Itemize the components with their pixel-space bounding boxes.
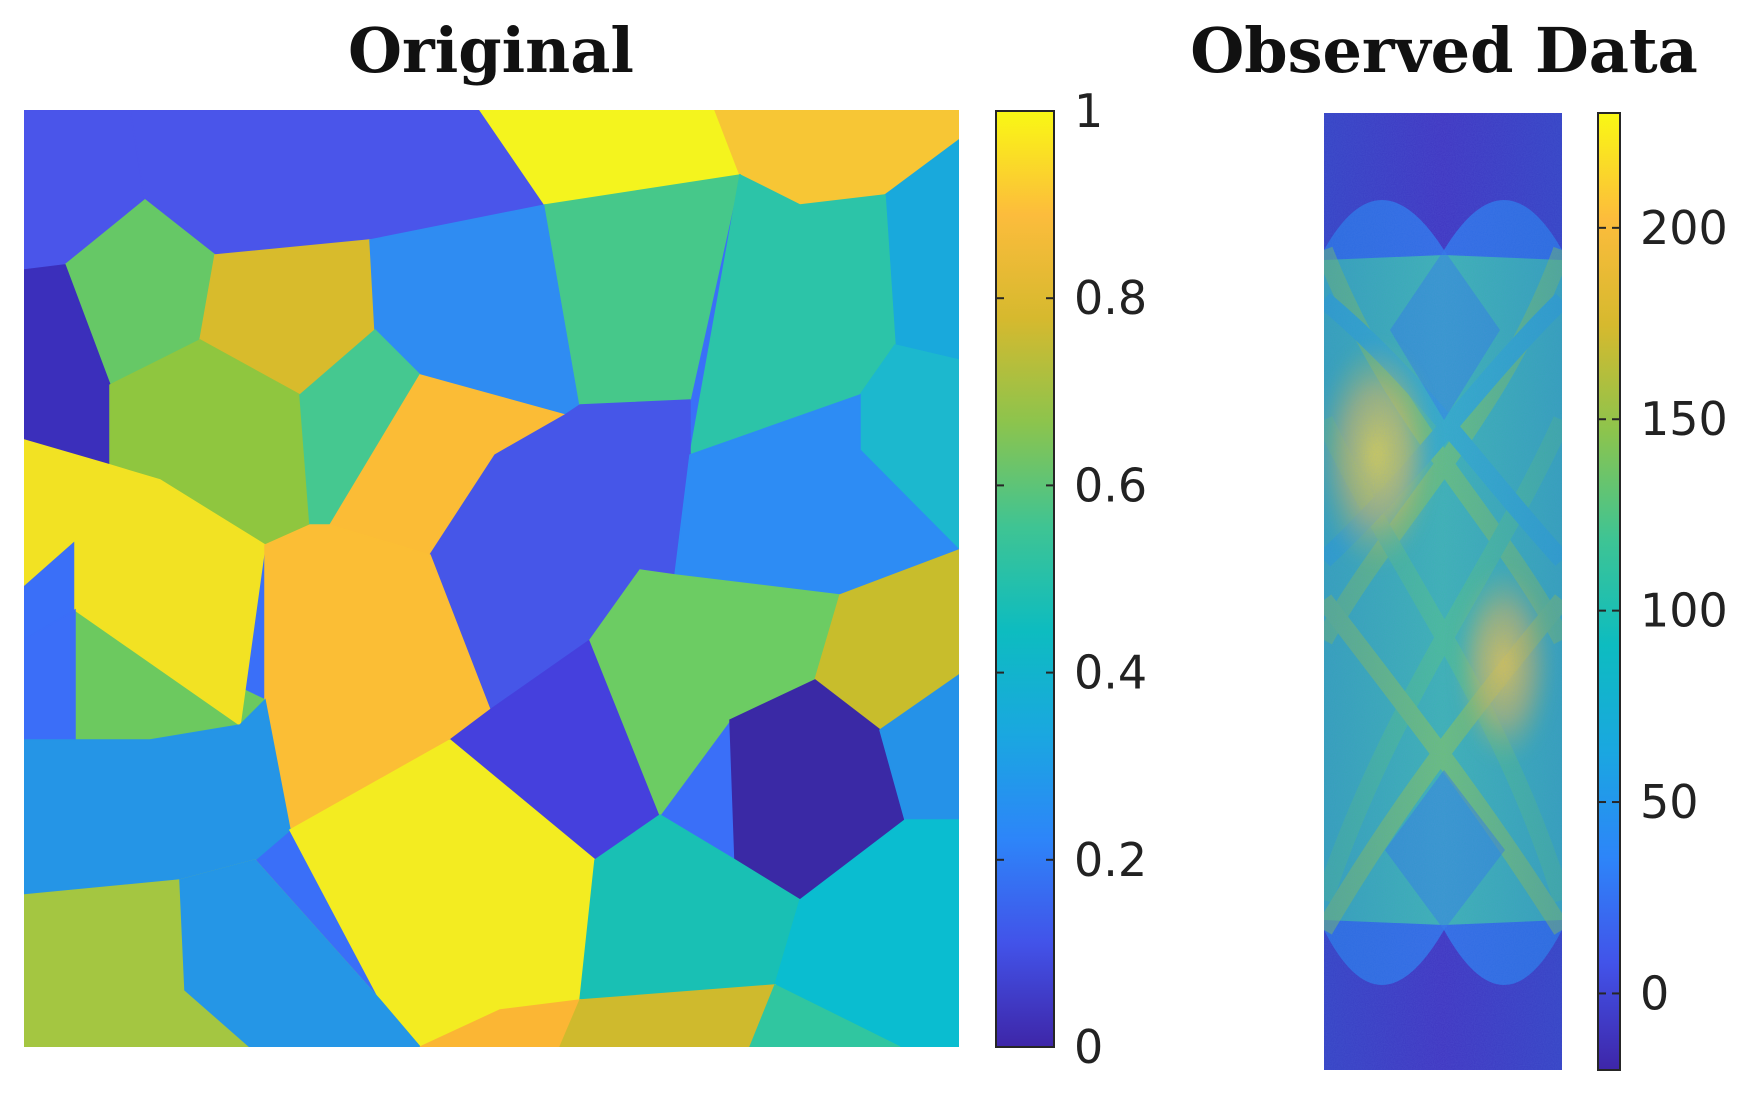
- colorbar-tick-label: 200: [1640, 201, 1728, 255]
- colorbar-observed-bar: [1597, 112, 1621, 1071]
- colorbar-tick-label: 0.6: [1074, 458, 1147, 512]
- original-image: [24, 110, 959, 1047]
- voronoi-cell: [749, 983, 901, 1047]
- colorbar-tick-label: 0.4: [1074, 646, 1147, 700]
- voronoi-cell: [559, 984, 777, 1047]
- colorbar-observed: 0 50 100 150 200: [1597, 112, 1728, 1071]
- colorbar-original: 0 0.2 0.4 0.6 0.8 1: [995, 84, 1147, 1074]
- colorbar-tick-label: 0.2: [1074, 833, 1147, 887]
- title-observed-data: Observed Data: [1190, 14, 1698, 87]
- observed-data-image: [1324, 113, 1562, 1070]
- colorbar-tick-label: 0: [1074, 1020, 1103, 1074]
- colorbar-tick-label: 1: [1074, 84, 1103, 138]
- colorbar-tick-label: 100: [1640, 584, 1728, 638]
- voronoi-cell: [879, 674, 959, 821]
- colorbar-tick-label: 150: [1640, 392, 1728, 446]
- voronoi-cell: [179, 859, 421, 1047]
- colorbar-tick-label: 0: [1640, 966, 1669, 1020]
- title-original: Original: [348, 14, 634, 87]
- colorbar-tick-label: 0.8: [1074, 271, 1147, 325]
- colorbar-tick-label: 50: [1640, 775, 1699, 829]
- colorbar-original-bar: [995, 110, 1055, 1048]
